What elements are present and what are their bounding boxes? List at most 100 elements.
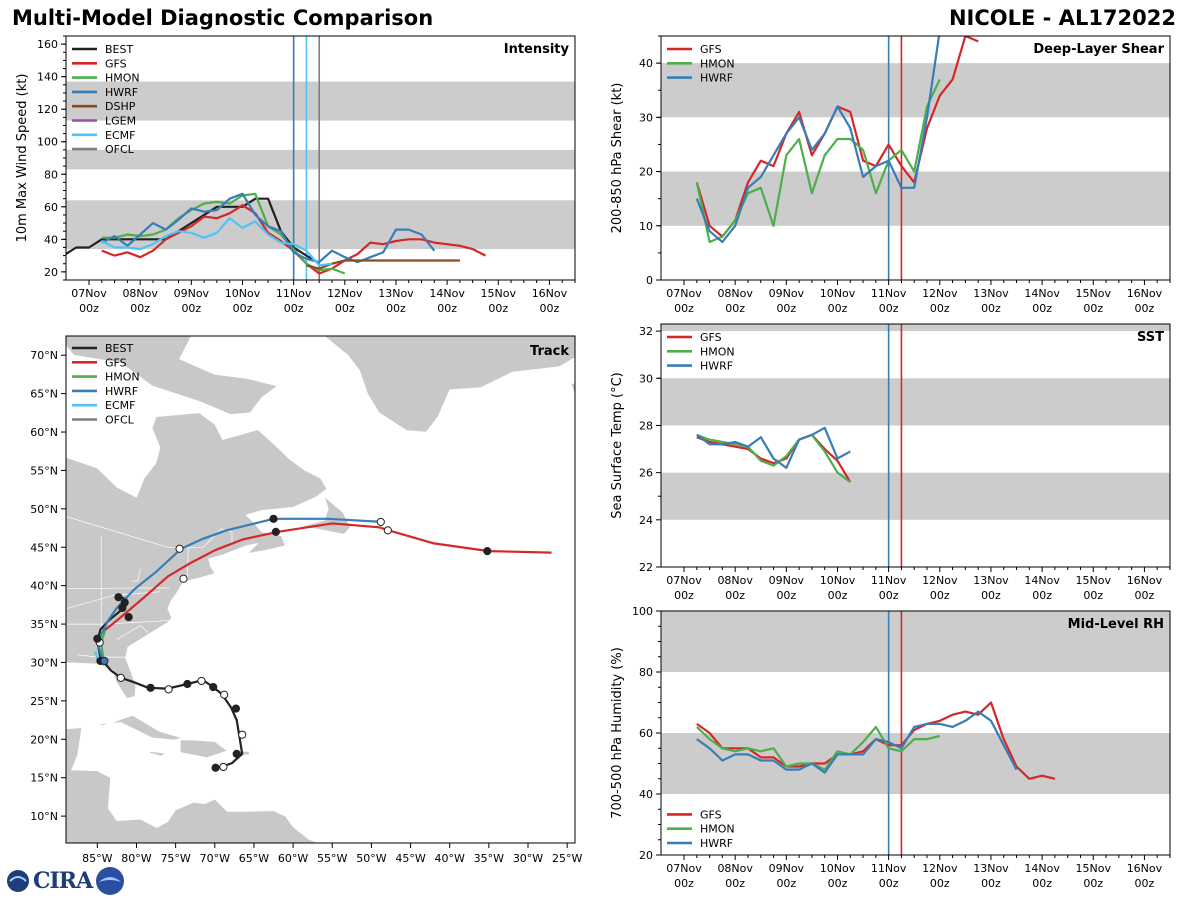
y-tick-label: 100 — [37, 136, 58, 149]
track-position-marker — [238, 730, 247, 739]
track-position-marker — [231, 704, 241, 713]
x-tick-label-hour: 00z — [981, 589, 1001, 602]
political-border — [116, 625, 149, 640]
track-position-marker — [116, 673, 125, 682]
y-tick-label: 0 — [646, 274, 653, 287]
track-position-marker — [120, 598, 129, 607]
x-tick-label-hour: 00z — [1032, 302, 1052, 315]
track-position-marker — [271, 527, 280, 536]
lon-tick-label: 50°W — [356, 852, 386, 865]
cira-globe-icon — [7, 870, 29, 892]
x-tick-label-hour: 00z — [1083, 589, 1103, 602]
x-tick-label-hour: 00z — [776, 589, 796, 602]
x-tick-label-hour: 00z — [828, 589, 848, 602]
x-tick-label-day: 15Nov — [1076, 862, 1112, 875]
x-tick-label-day: 09Nov — [769, 287, 805, 300]
lat-tick-label: 30°N — [30, 656, 58, 669]
lon-tick-label: 30°W — [513, 852, 543, 865]
x-tick-label-hour: 00z — [828, 877, 848, 890]
track-position-marker — [232, 749, 241, 758]
track-line-hwrf — [96, 517, 384, 661]
lat-tick-label: 65°N — [30, 388, 58, 401]
legend-label-gfs: GFS — [700, 331, 722, 344]
plot-area — [661, 36, 1170, 280]
x-tick-label-day: 16Nov — [1127, 287, 1163, 300]
lat-tick-label: 60°N — [30, 426, 58, 439]
x-tick-label-day: 16Nov — [532, 287, 568, 300]
x-tick-label-hour: 00z — [725, 302, 745, 315]
land-area — [323, 336, 575, 433]
x-tick-label-day: 14Nov — [1024, 862, 1060, 875]
x-tick-label-hour: 00z — [674, 589, 694, 602]
x-tick-label-hour: 00z — [540, 302, 560, 315]
x-tick-label-day: 07Nov — [666, 574, 702, 587]
track-line-gfs — [102, 522, 552, 633]
y-tick-label: 120 — [37, 103, 58, 116]
legend-label-hmon: HMON — [105, 371, 140, 384]
panel-title: Intensity — [504, 42, 570, 57]
track-position-marker — [124, 613, 133, 622]
legend-label-hwrf: HWRF — [105, 86, 138, 99]
x-tick-label-day: 13Nov — [973, 862, 1009, 875]
x-tick-label-hour: 00z — [725, 589, 745, 602]
track-position-marker — [376, 517, 385, 527]
y-tick-label: 80 — [44, 168, 58, 181]
x-tick-label-day: 07Nov — [666, 287, 702, 300]
x-tick-label-day: 14Nov — [1024, 287, 1060, 300]
series-line-ecmf — [101, 217, 333, 267]
y-axis-label: 10m Max Wind Speed (kt) — [15, 74, 30, 243]
plot-area — [661, 324, 1170, 567]
y-tick-label: 24 — [639, 514, 653, 527]
panel-sst: 22 24 26 28 30 32 07Nov 00z 08Nov 00z 09Nov 00z 10No… — [610, 323, 1171, 602]
plot-area — [661, 611, 1170, 855]
track-position-marker — [183, 679, 192, 689]
track-position-marker — [93, 634, 102, 643]
lon-tick-label: 40°W — [435, 852, 465, 865]
x-tick-label-hour: 00z — [776, 302, 796, 315]
y-tick-label: 40 — [44, 233, 58, 246]
plot-frame — [660, 323, 1171, 568]
x-tick-label-day: 14Nov — [429, 287, 465, 300]
x-tick-label-day: 15Nov — [481, 287, 517, 300]
plot-area — [66, 36, 575, 280]
shaded-band — [66, 81, 575, 121]
x-tick-label-hour: 00z — [1032, 877, 1052, 890]
x-tick-label-day: 08Nov — [717, 287, 753, 300]
land-area — [66, 727, 320, 843]
track-position-marker — [209, 682, 218, 692]
x-tick-label-hour: 00z — [930, 877, 950, 890]
x-tick-label-day: 15Nov — [1076, 287, 1112, 300]
y-tick-label: 60 — [44, 201, 58, 214]
x-tick-label-day: 12Nov — [327, 287, 363, 300]
x-tick-label-day: 13Nov — [973, 574, 1009, 587]
x-tick-label-hour: 00z — [1083, 877, 1103, 890]
y-tick-label: 22 — [639, 561, 653, 574]
shaded-band — [661, 378, 1170, 426]
legend-label-ofcl: OFCL — [105, 414, 135, 427]
shaded-band — [66, 200, 575, 250]
x-tick-label-hour: 00z — [488, 302, 508, 315]
x-tick-label-day: 09Nov — [174, 287, 210, 300]
track-position-marker — [197, 676, 206, 686]
legend-label-best: BEST — [105, 342, 133, 355]
shaded-band — [661, 63, 1170, 118]
legend-label-hwrf: HWRF — [700, 360, 733, 373]
x-tick-label-day: 16Nov — [1127, 574, 1163, 587]
x-tick-label-hour: 00z — [1135, 302, 1155, 315]
shaded-band — [661, 611, 1170, 672]
land-area — [298, 495, 351, 535]
panel-shear: 0 10 20 30 40 07Nov 00z 08Nov 00z 09Nov 00z 10Nov 00… — [610, 35, 1171, 315]
panel-track: 85°W 80°W 75°W 70°W 65°W 60°W 55°W 50°W 45°W 40°W… — [30, 335, 582, 865]
cira-logo: CIRA — [5, 866, 126, 896]
legend-label-lgem: LGEM — [105, 115, 136, 128]
x-tick-label-day: 10Nov — [225, 287, 261, 300]
x-tick-label-hour: 00z — [930, 302, 950, 315]
track-position-marker — [383, 526, 392, 535]
lat-tick-label: 55°N — [30, 464, 58, 477]
track-position-marker — [164, 685, 173, 694]
lat-tick-label: 20°N — [30, 733, 58, 746]
y-axis-label: 200-850 hPa Shear (kt) — [610, 83, 625, 234]
series-line-hmon — [101, 192, 346, 275]
x-tick-label-hour: 00z — [674, 877, 694, 890]
lat-tick-label: 45°N — [30, 541, 58, 554]
